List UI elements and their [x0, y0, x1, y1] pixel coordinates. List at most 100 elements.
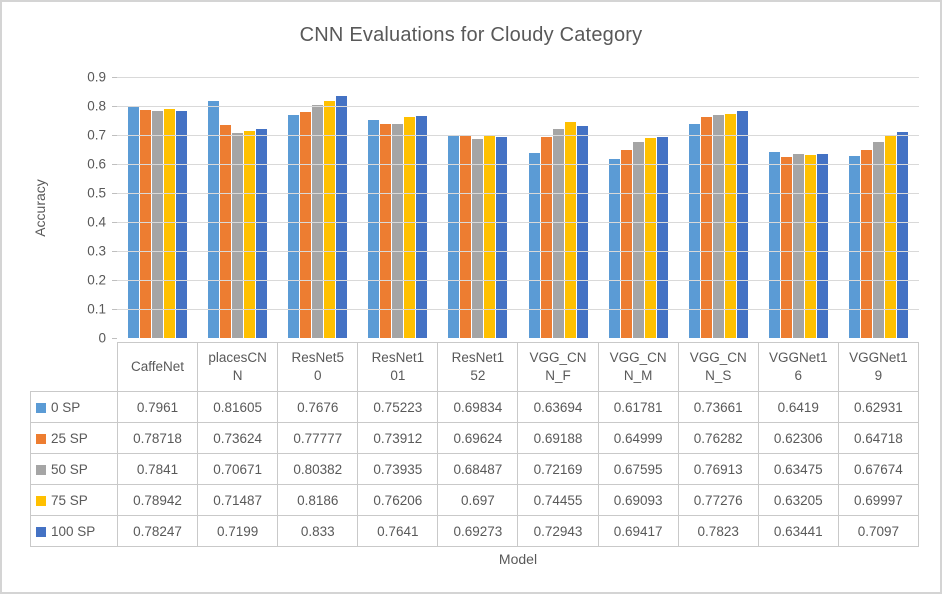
- bar-100-sp: [255, 129, 267, 338]
- bar-0-sp: [528, 153, 540, 338]
- table-cell: 0.63205: [757, 484, 839, 516]
- y-tick-label: 0.3: [87, 243, 106, 259]
- bar-100-sp: [656, 136, 668, 338]
- table-row-50-sp: 50 SP 0.7841 0.70671 0.80382 0.73935 0.68487 0…: [30, 453, 920, 485]
- column-header-ResNet101: ResNet101: [357, 342, 439, 392]
- table-corner-cell: [31, 343, 118, 392]
- bar-100-sp: [416, 116, 428, 338]
- table-cell: 0.77276: [677, 484, 759, 516]
- y-tick-label: 0.4: [87, 214, 106, 230]
- legend-swatch-icon: [36, 402, 46, 413]
- bar-75-sp: [725, 113, 737, 338]
- legend-swatch-icon: [36, 495, 46, 506]
- bar-25-sp: [701, 116, 713, 338]
- y-tick-mark: [112, 106, 117, 107]
- bar-50-sp: [632, 141, 644, 338]
- bar-0-sp: [608, 158, 620, 338]
- y-tick-mark: [112, 193, 117, 194]
- table-cell: 0.75223: [357, 391, 439, 423]
- bar-75-sp: [324, 100, 335, 338]
- bar-50-sp: [472, 139, 484, 338]
- legend-cell: 50 SP: [30, 453, 118, 485]
- bar-group-ResNet50: [277, 77, 357, 338]
- y-tick-label: 0.8: [87, 98, 106, 114]
- legend-swatch-icon: [36, 433, 46, 444]
- table-head: CaffeNet placesCNN ResNet50 ResNet101 ResNet…: [31, 342, 920, 392]
- table-cell: 0.69834: [437, 391, 519, 423]
- table-cell: 0.62931: [837, 391, 920, 423]
- table-cell: 0.7641: [357, 515, 439, 547]
- table-cell: 0.69273: [437, 515, 519, 547]
- bar-75-sp: [564, 122, 576, 338]
- table-cell: 0.72169: [517, 453, 599, 485]
- y-tick-label: 0.5: [87, 185, 106, 201]
- bar-50-sp: [151, 110, 163, 338]
- table-cell: 0.70671: [197, 453, 279, 485]
- bar-50-sp: [392, 123, 404, 338]
- table-row-100-sp: 100 SP 0.78247 0.7199 0.833 0.7641 0.69273 0.7…: [30, 515, 920, 547]
- bar-75-sp: [404, 117, 416, 338]
- bar-0-sp: [689, 124, 701, 338]
- bar-100-sp: [175, 111, 187, 338]
- bar-0-sp: [288, 115, 299, 338]
- column-header-ResNet152: ResNet152: [437, 342, 519, 392]
- plot-area: 0.9 0.8 0.7 0.6 0.5 0.4 0.3 0.2 0.1 0: [87, 70, 919, 346]
- gridline: [117, 106, 919, 107]
- table-cell: 0.81605: [197, 391, 279, 423]
- legend-label: 50 SP: [51, 461, 88, 477]
- table-cell: 0.63441: [757, 515, 839, 547]
- bar-25-sp: [139, 109, 151, 338]
- table-cell: 0.71487: [197, 484, 279, 516]
- bar-25-sp: [380, 123, 392, 338]
- table-cell: 0.73935: [357, 453, 439, 485]
- y-axis-title: Accuracy: [32, 179, 48, 237]
- bar-group-VGG_CNN_M: [598, 77, 678, 338]
- y-tick-label: 0.9: [87, 69, 106, 85]
- bar-100-sp: [817, 154, 829, 338]
- legend-label: 25 SP: [51, 430, 88, 446]
- bar-75-sp: [243, 130, 255, 338]
- table-body: 0 SP 0.7961 0.81605 0.7676 0.75223 0.69834 0.6…: [30, 391, 920, 547]
- y-tick-label: 0.2: [87, 272, 106, 288]
- column-header-VGGNet16: VGGNet16: [757, 342, 839, 392]
- column-header-placesCNN: placesCNN: [197, 342, 279, 392]
- table-cell: 0.63475: [757, 453, 839, 485]
- table-cell: 0.69997: [837, 484, 920, 516]
- table-cell: 0.73624: [197, 422, 279, 454]
- bar-75-sp: [805, 154, 817, 338]
- bar-50-sp: [873, 141, 885, 338]
- table-cell: 0.69188: [517, 422, 599, 454]
- legend-label: 0 SP: [51, 399, 81, 415]
- table-cell: 0.7961: [116, 391, 199, 423]
- bar-group-VGG_CNN_F: [518, 77, 598, 338]
- legend-label: 100 SP: [51, 523, 96, 539]
- x-axis-title: Model: [498, 551, 538, 567]
- table-cell: 0.7823: [677, 515, 759, 547]
- table-cell: 0.7097: [837, 515, 920, 547]
- bar-0-sp: [368, 119, 380, 338]
- y-tick-mark: [112, 251, 117, 252]
- table-cell: 0.6419: [757, 391, 839, 423]
- y-tick-label: 0.7: [87, 127, 106, 143]
- bar-25-sp: [460, 136, 472, 338]
- table-cell: 0.76206: [357, 484, 439, 516]
- bar-50-sp: [552, 128, 564, 338]
- y-tick-mark: [112, 77, 117, 78]
- bar-25-sp: [781, 157, 793, 338]
- table-cell: 0.69093: [597, 484, 679, 516]
- column-header-VGGNet19: VGGNet19: [837, 342, 920, 392]
- bar-50-sp: [312, 104, 323, 338]
- table-cell: 0.62306: [757, 422, 839, 454]
- bar-25-sp: [540, 137, 552, 338]
- bar-50-sp: [793, 153, 805, 338]
- y-tick-label: 0.1: [87, 301, 106, 317]
- gridline: [117, 193, 919, 194]
- bar-group-ResNet101: [358, 77, 438, 338]
- table-cell: 0.697: [437, 484, 519, 516]
- legend-swatch-icon: [36, 464, 46, 475]
- table-cell: 0.73912: [357, 422, 439, 454]
- table-row-75-sp: 75 SP 0.78942 0.71487 0.8186 0.76206 0.697 0.7…: [30, 484, 920, 516]
- table-cell: 0.7199: [197, 515, 279, 547]
- column-header-VGG_CNN_F: VGG_CNN_F: [517, 342, 599, 392]
- bar-0-sp: [849, 155, 861, 338]
